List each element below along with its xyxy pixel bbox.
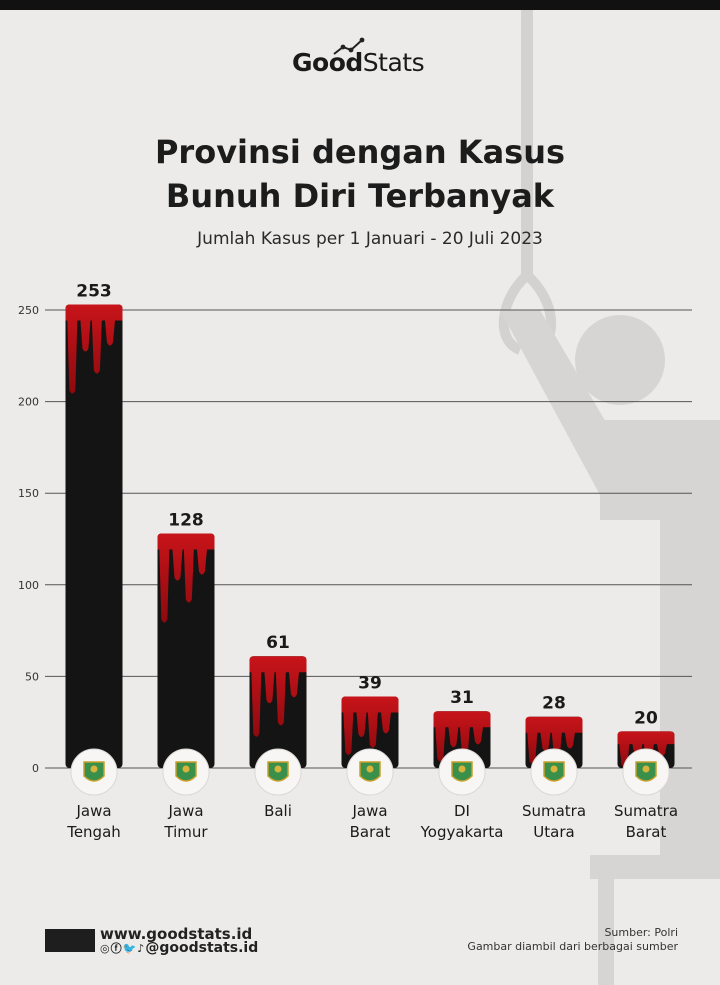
source-text: Sumber: Polri xyxy=(604,926,678,939)
province-emblem-icon xyxy=(254,748,302,796)
x-category-label: Sumatra xyxy=(614,802,678,820)
bar-value-label: 28 xyxy=(542,694,566,714)
x-category-label: Timur xyxy=(163,823,208,841)
x-category-label: Jawa xyxy=(75,802,111,820)
top-bar xyxy=(0,0,720,10)
x-category-label: Bali xyxy=(264,802,292,820)
y-tick-label: 200 xyxy=(18,396,39,409)
bar-value-label: 31 xyxy=(450,688,474,708)
y-tick-label: 0 xyxy=(32,762,39,775)
province-emblem-icon xyxy=(530,748,578,796)
x-category-label: Yogyakarta xyxy=(420,823,504,841)
x-category-label: Jawa xyxy=(351,802,387,820)
province-emblem-icon xyxy=(438,748,486,796)
x-category-label: Barat xyxy=(350,823,391,841)
social-icons[interactable]: ◎ⓕ🐦♪ xyxy=(100,942,146,955)
x-category-label: Jawa xyxy=(167,802,203,820)
x-category-label: DI xyxy=(454,802,470,820)
bar-value-label: 128 xyxy=(168,511,204,531)
goodstats-logo: GoodStats xyxy=(292,48,425,77)
image-credit-text: Gambar diambil dari berbagai sumber xyxy=(467,940,678,953)
y-tick-label: 100 xyxy=(18,579,39,592)
y-tick-label: 250 xyxy=(18,304,39,317)
bar-value-label: 253 xyxy=(76,282,112,302)
bar xyxy=(157,533,215,768)
logo-chart-icon xyxy=(333,37,365,55)
y-tick-label: 50 xyxy=(25,670,39,683)
province-emblem-icon xyxy=(346,748,394,796)
footer-social: ◎ⓕ🐦♪@goodstats.id xyxy=(100,940,258,956)
province-emblem-icon xyxy=(622,748,670,796)
bar-chart: 0 50 100 150 200 250 253 Jawa Tengah 128 Jawa Timu… xyxy=(18,282,692,841)
y-tick-label: 150 xyxy=(18,487,39,500)
chart-subtitle: Jumlah Kasus per 1 Januari - 20 Juli 202… xyxy=(197,229,543,249)
province-emblem-icon xyxy=(162,748,210,796)
province-emblem-icon xyxy=(70,748,118,796)
social-handle[interactable]: @goodstats.id xyxy=(145,940,259,956)
bar-value-label: 39 xyxy=(358,674,382,694)
chart-title: Provinsi dengan Kasus Bunuh Diri Terbany… xyxy=(154,133,566,215)
bar xyxy=(65,304,123,768)
x-category-label: Barat xyxy=(626,823,667,841)
bar xyxy=(249,656,307,768)
bar xyxy=(341,696,399,768)
x-category-label: Utara xyxy=(533,823,574,841)
x-category-label: Sumatra xyxy=(522,802,586,820)
bar-value-label: 20 xyxy=(634,708,658,728)
bar-value-label: 61 xyxy=(266,633,290,653)
footer-black-box xyxy=(45,929,95,952)
footer-website[interactable]: www.goodstats.id xyxy=(100,925,253,943)
x-category-label: Tengah xyxy=(66,823,121,841)
